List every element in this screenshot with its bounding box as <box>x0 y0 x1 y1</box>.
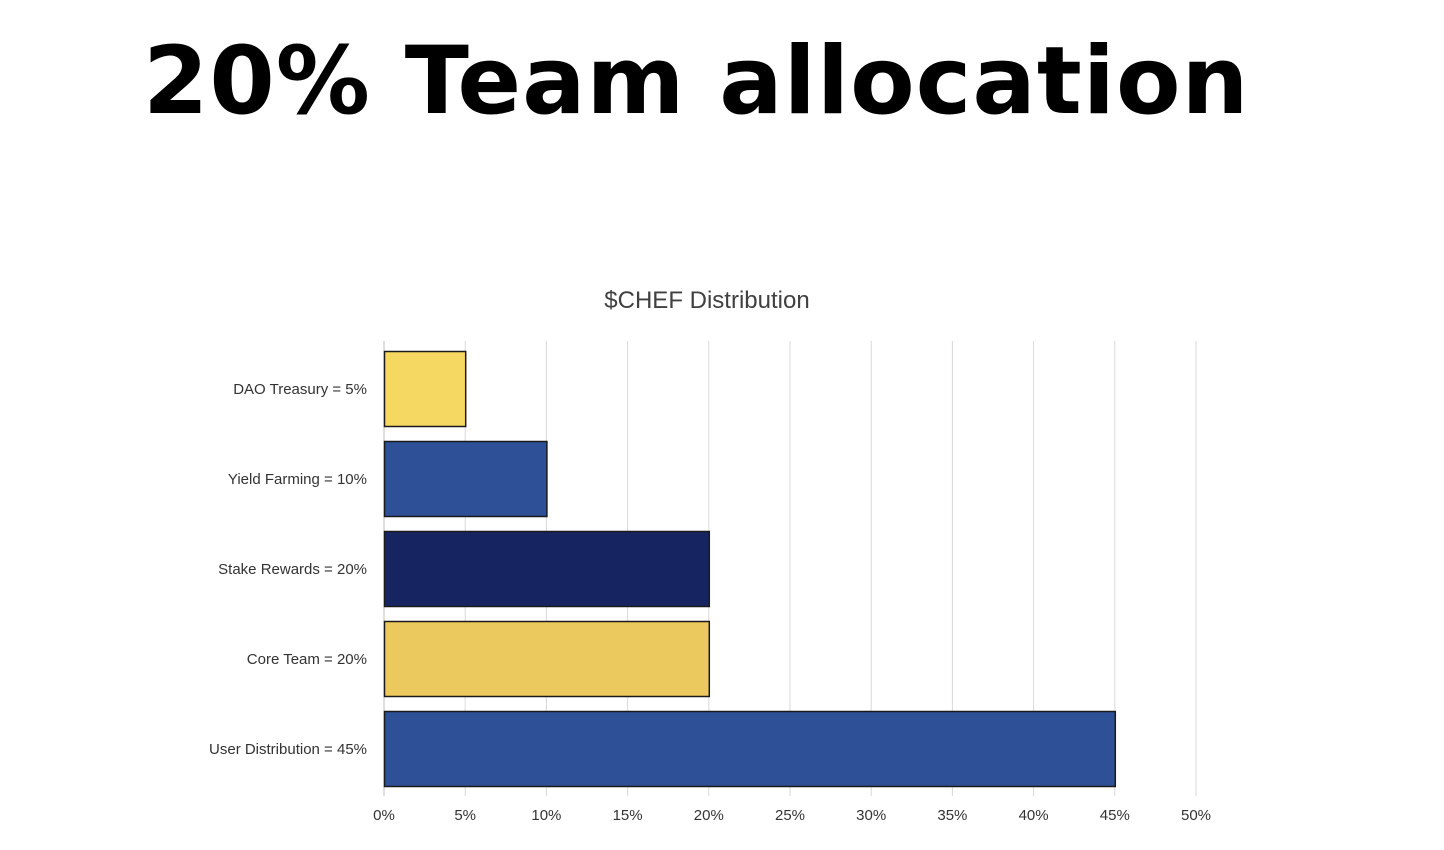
category-label-2: Yield Farming = 10% <box>228 471 367 488</box>
category-label-5: User Distribution = 45% <box>209 741 367 758</box>
x-tick-label-10: 10% <box>531 807 561 824</box>
bar-3 <box>383 530 711 608</box>
category-label-3: Stake Rewards = 20% <box>218 561 367 578</box>
category-label-1: DAO Treasury = 5% <box>233 381 367 398</box>
bar-2 <box>383 440 548 518</box>
x-tick-label-30: 30% <box>856 807 886 824</box>
bar-4 <box>383 620 711 698</box>
category-label-4: Core Team = 20% <box>247 651 367 668</box>
chart-bars <box>383 350 1117 788</box>
x-tick-label-40: 40% <box>1019 807 1049 824</box>
x-tick-label-5: 5% <box>454 807 476 824</box>
x-tick-label-0: 0% <box>373 807 395 824</box>
chart-category-labels: DAO Treasury = 5% Yield Farming = 10% Stak… <box>209 381 367 758</box>
x-tick-label-15: 15% <box>613 807 643 824</box>
x-tick-label-25: 25% <box>775 807 805 824</box>
chart-x-axis-ticks: 0% 5% 10% 15% 20% 25% 30% 35% 40% 45% 50% <box>373 807 1211 824</box>
x-tick-label-20: 20% <box>694 807 724 824</box>
x-tick-label-50: 50% <box>1181 807 1211 824</box>
slide-headline: 20% Team allocation <box>143 27 1250 136</box>
bar-5 <box>383 710 1117 788</box>
x-tick-label-35: 35% <box>937 807 967 824</box>
bar-1 <box>383 350 467 428</box>
x-tick-label-45: 45% <box>1100 807 1130 824</box>
chart-title: $CHEF Distribution <box>604 287 809 314</box>
